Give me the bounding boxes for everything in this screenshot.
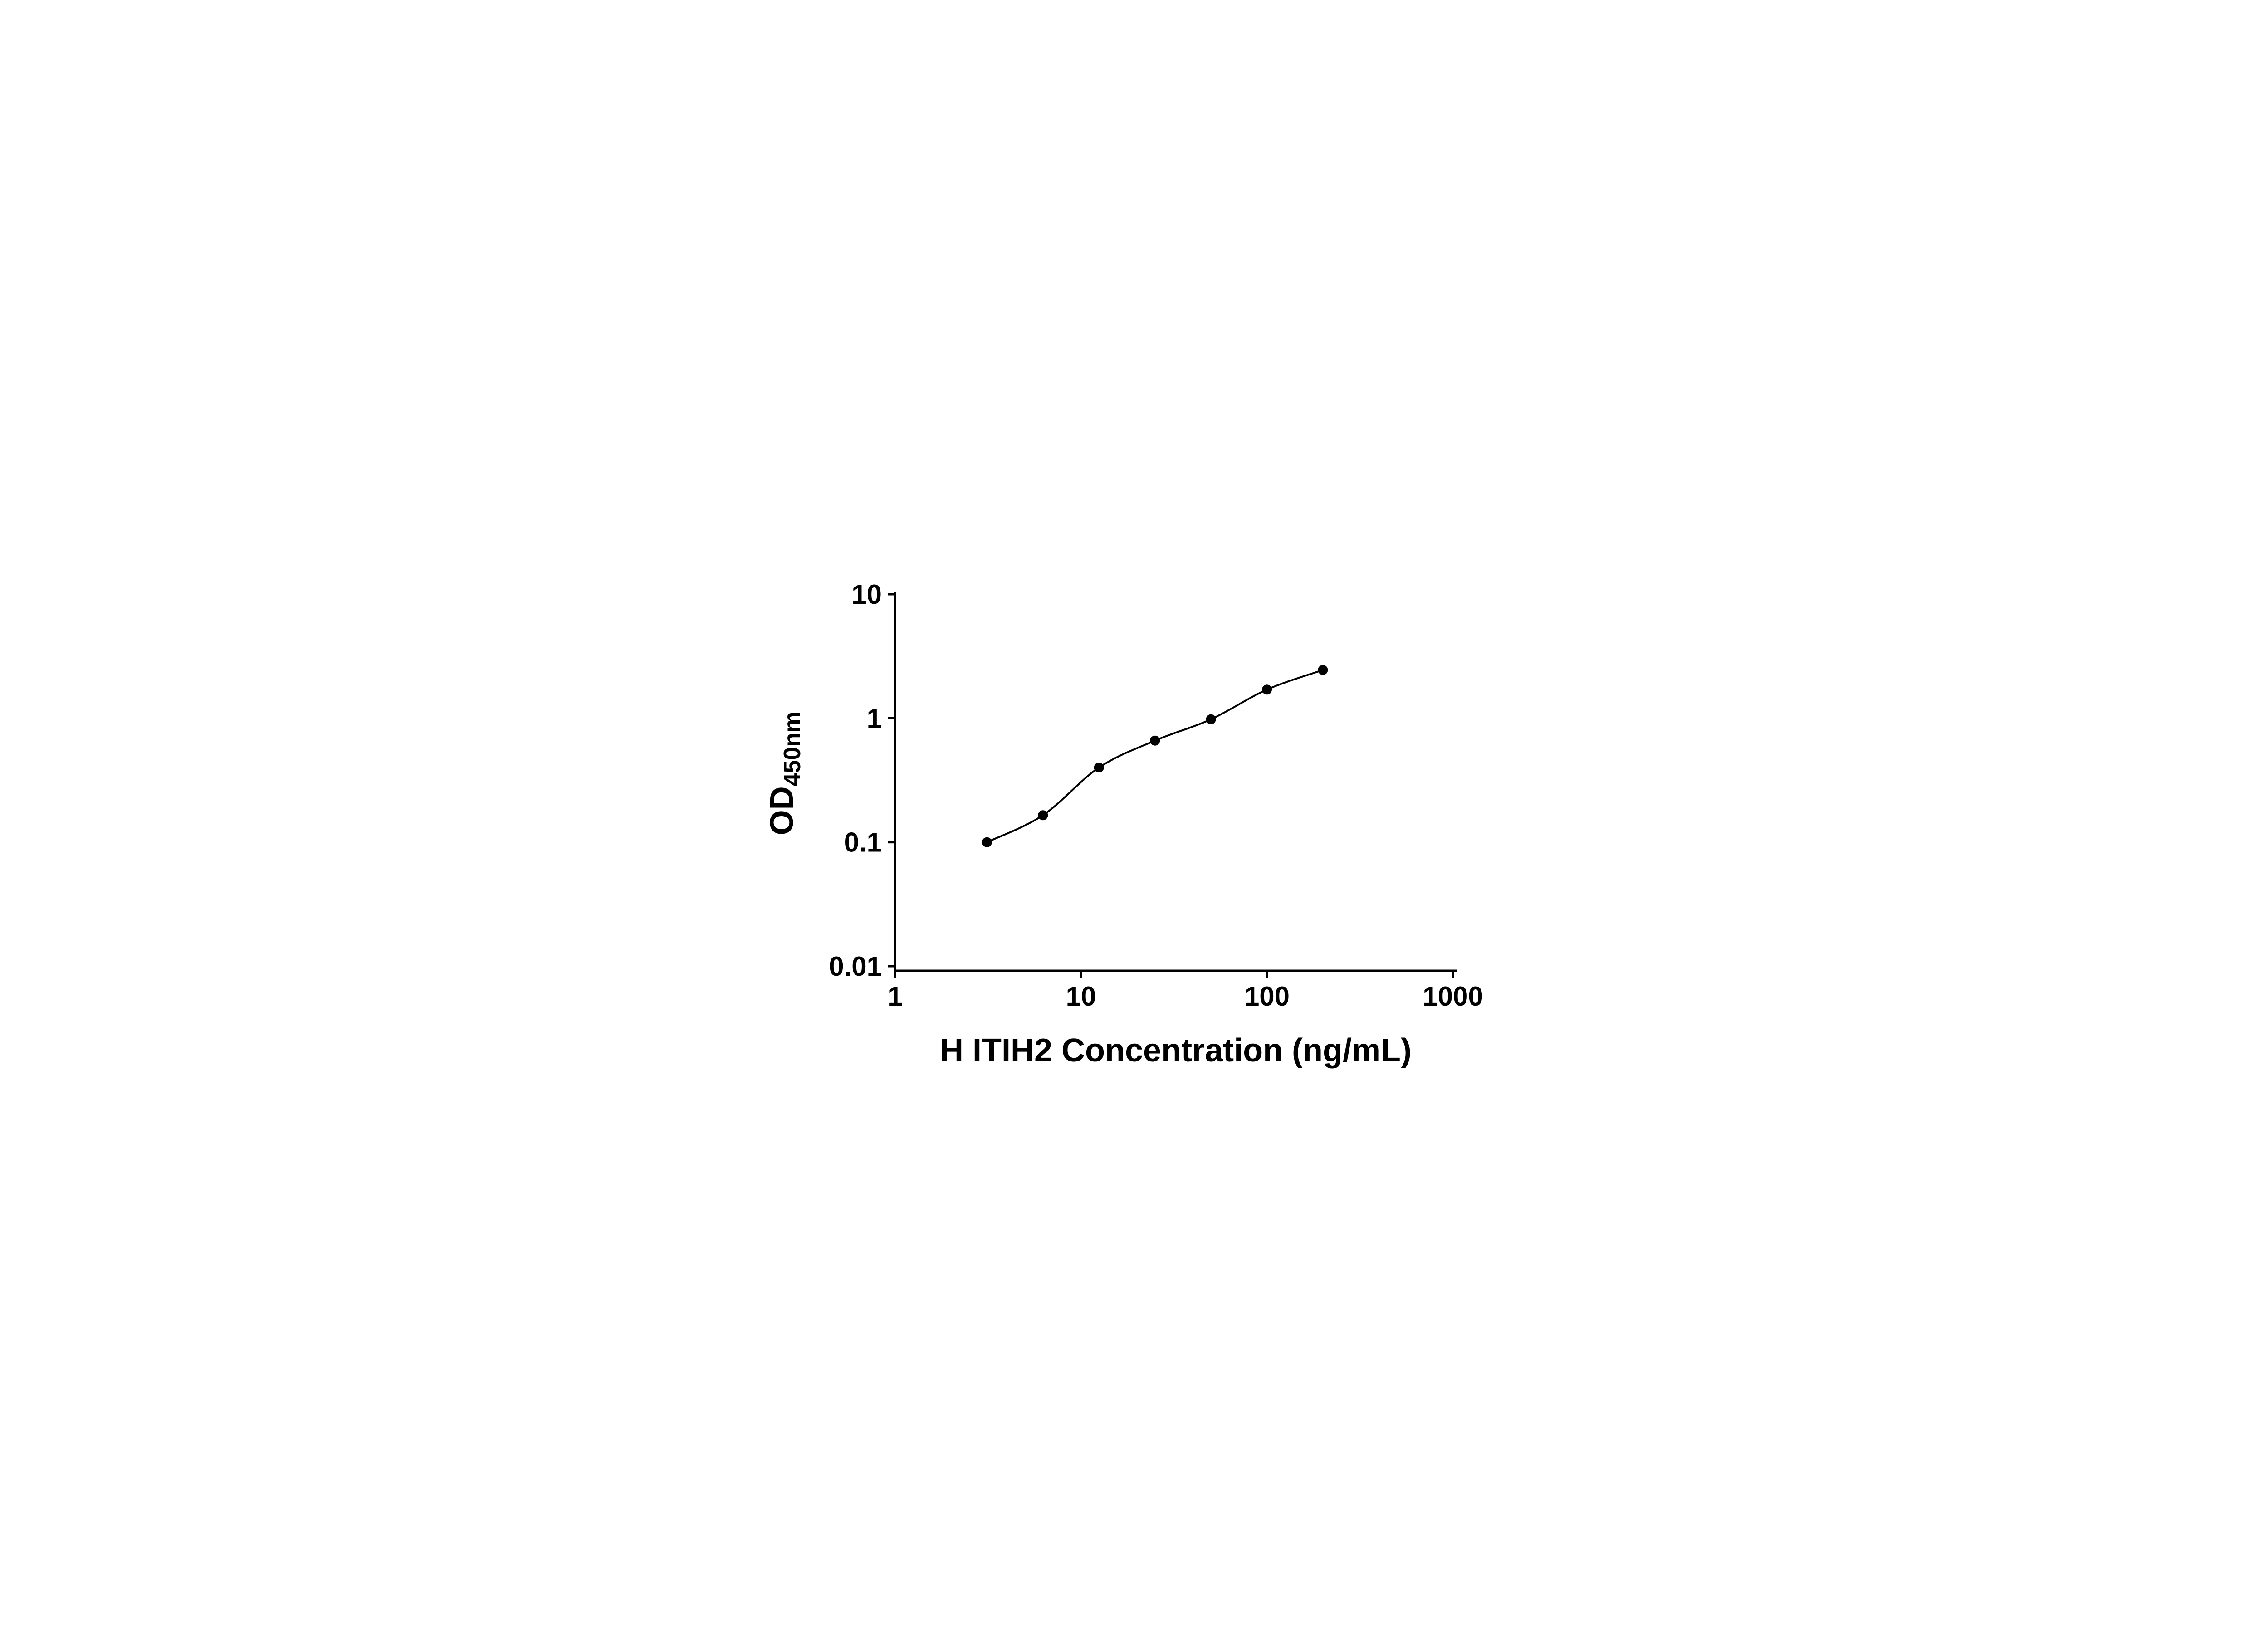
y-axis-title-subscript: 450nm xyxy=(779,712,806,787)
axes: 1 10 100 1000 10 1 0.1 0.01 xyxy=(829,579,1483,1012)
data-point xyxy=(1038,810,1048,821)
data-point xyxy=(1094,763,1104,773)
elisa-standard-curve-figure: 1 10 100 1000 10 1 0.1 0.01 H ITIH2 Concentrati… xyxy=(745,544,1523,1089)
x-tick-label: 1000 xyxy=(1422,981,1483,1012)
series-group xyxy=(982,665,1328,847)
data-point xyxy=(1262,684,1272,695)
x-tick-label: 1 xyxy=(887,981,902,1012)
y-tick-label: 10 xyxy=(851,579,882,610)
y-tick-label: 0.01 xyxy=(829,951,882,982)
standard-curve-line xyxy=(987,669,1324,843)
data-point xyxy=(1150,735,1160,746)
y-axis-title: OD450nm xyxy=(764,712,806,836)
x-tick-label: 100 xyxy=(1244,981,1290,1012)
data-point xyxy=(982,837,992,847)
data-point xyxy=(1206,714,1216,724)
data-point xyxy=(1318,665,1328,675)
x-axis-title: H ITIH2 Concentration (ng/mL) xyxy=(940,1032,1412,1069)
y-tick-label: 1 xyxy=(867,703,882,733)
y-tick-label: 0.1 xyxy=(844,827,882,858)
x-tick-label: 10 xyxy=(1066,981,1096,1012)
y-axis-title-main: OD xyxy=(764,786,800,835)
chart-svg: 1 10 100 1000 10 1 0.1 0.01 H ITIH2 Concentrati… xyxy=(745,544,1523,1089)
